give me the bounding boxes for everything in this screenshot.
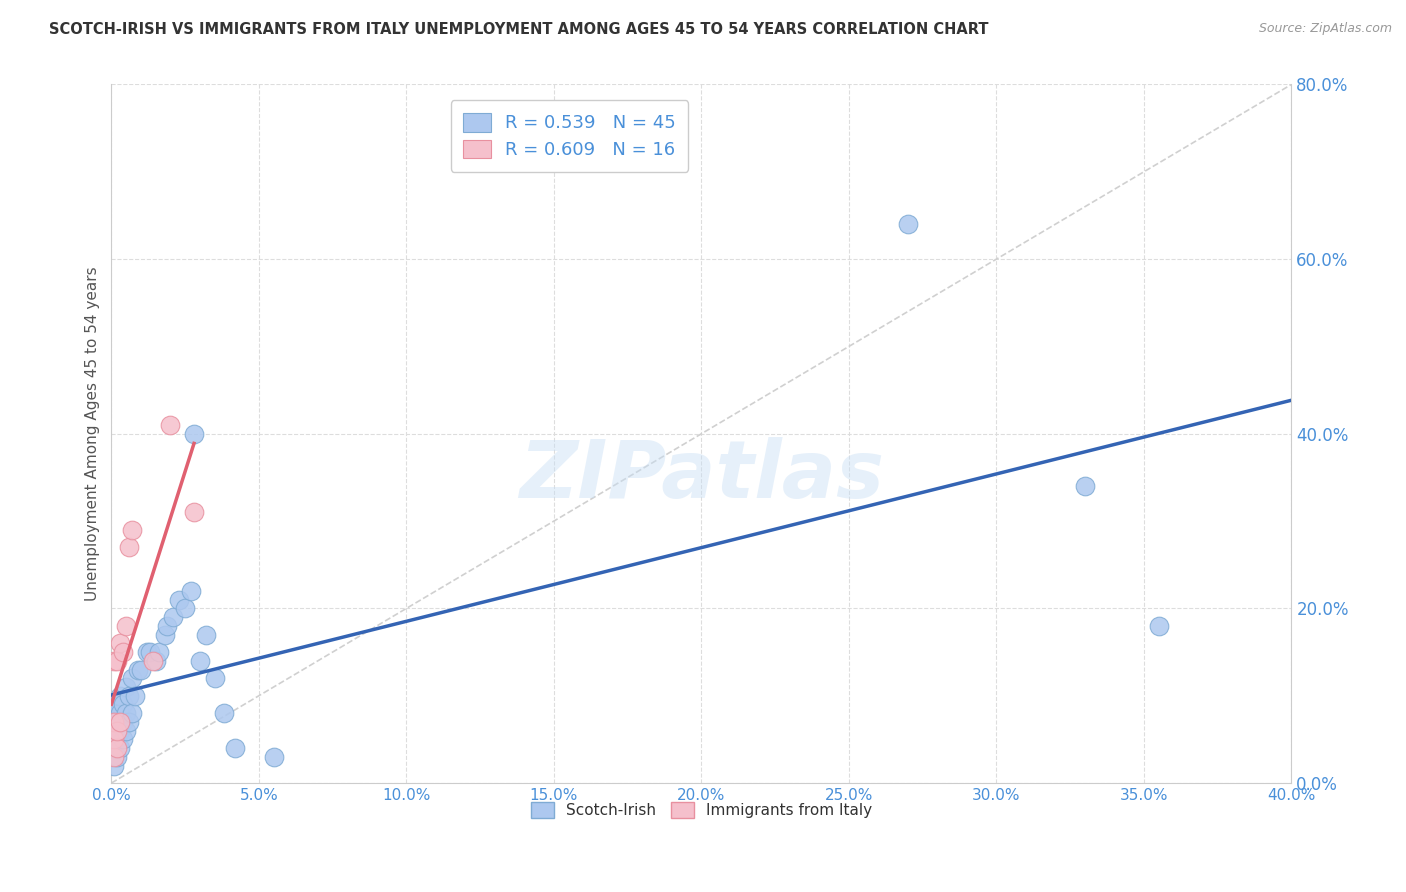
Point [112, 645, 135, 659]
Point [103, 758, 125, 772]
Point [112, 732, 135, 747]
Point [110, 723, 132, 738]
Point [167, 592, 190, 607]
Point [1147, 619, 1170, 633]
Point [148, 645, 170, 659]
Text: Source: ZipAtlas.com: Source: ZipAtlas.com [1258, 22, 1392, 36]
Point [110, 636, 132, 650]
Point [103, 723, 125, 738]
Point [212, 706, 235, 721]
Point [174, 601, 197, 615]
Point [204, 671, 226, 685]
Point [897, 217, 920, 231]
Point [263, 749, 285, 764]
Point [105, 714, 128, 729]
Point [115, 723, 138, 738]
Legend: Scotch-Irish, Immigrants from Italy: Scotch-Irish, Immigrants from Italy [524, 796, 879, 824]
Point [118, 541, 141, 555]
Point [112, 698, 135, 712]
Y-axis label: Unemployment Among Ages 45 to 54 years: Unemployment Among Ages 45 to 54 years [86, 267, 100, 601]
Point [162, 610, 184, 624]
Text: SCOTCH-IRISH VS IMMIGRANTS FROM ITALY UNEMPLOYMENT AMONG AGES 45 TO 54 YEARS COR: SCOTCH-IRISH VS IMMIGRANTS FROM ITALY UN… [49, 22, 988, 37]
Point [103, 654, 125, 668]
Point [188, 654, 211, 668]
Point [112, 714, 135, 729]
Point [153, 627, 176, 641]
Point [115, 619, 138, 633]
Point [103, 706, 125, 721]
Point [105, 732, 128, 747]
Point [145, 654, 167, 668]
Point [124, 689, 146, 703]
Point [103, 714, 125, 729]
Point [156, 619, 179, 633]
Point [105, 741, 128, 756]
Point [121, 523, 143, 537]
Point [103, 749, 125, 764]
Point [224, 741, 246, 756]
Point [110, 741, 132, 756]
Point [105, 723, 128, 738]
Point [118, 689, 141, 703]
Point [129, 663, 152, 677]
Text: ZIPatlas: ZIPatlas [519, 437, 884, 515]
Point [142, 654, 165, 668]
Point [139, 645, 162, 659]
Point [194, 627, 217, 641]
Point [110, 706, 132, 721]
Point [1074, 479, 1097, 493]
Point [183, 505, 205, 519]
Point [121, 706, 143, 721]
Point [105, 654, 128, 668]
Point [110, 689, 132, 703]
Point [127, 663, 149, 677]
Point [103, 741, 125, 756]
Point [183, 426, 205, 441]
Point [115, 706, 138, 721]
Point [118, 714, 141, 729]
Point [159, 417, 181, 432]
Point [105, 698, 128, 712]
Point [110, 714, 132, 729]
Point [180, 583, 202, 598]
Point [105, 749, 128, 764]
Point [135, 645, 157, 659]
Point [121, 671, 143, 685]
Point [115, 680, 138, 694]
Point [103, 732, 125, 747]
